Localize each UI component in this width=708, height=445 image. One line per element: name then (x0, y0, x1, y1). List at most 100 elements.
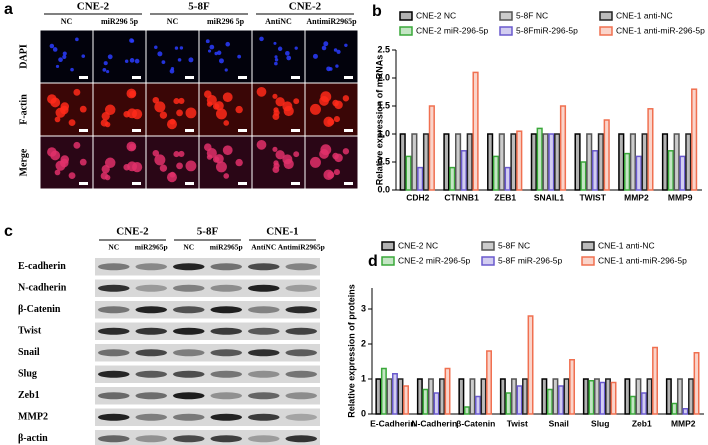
cell (256, 139, 267, 150)
bar (597, 133, 604, 191)
band (248, 435, 280, 443)
group-label: 5-8F (188, 1, 210, 13)
cell (222, 145, 233, 156)
bar (624, 152, 631, 191)
lane-label: AntimiR2965p (306, 17, 357, 26)
cell (274, 61, 278, 66)
blot-strip (95, 301, 320, 319)
cell (54, 169, 61, 176)
y-tick-label: 0.0 (377, 184, 390, 194)
bar (691, 88, 698, 191)
cell (285, 51, 290, 56)
band (173, 370, 205, 378)
bar (469, 378, 476, 415)
band (248, 413, 280, 421)
bar (505, 392, 512, 415)
x-tick-label: CTNNB1 (444, 192, 479, 202)
band (210, 370, 242, 378)
scale-bar (132, 182, 141, 185)
band (98, 435, 130, 443)
cell (309, 156, 321, 168)
y-tick-label: 2 (361, 338, 366, 348)
bar (536, 127, 543, 191)
cell (207, 49, 212, 53)
cell (123, 163, 130, 171)
cell (326, 66, 331, 72)
band (173, 263, 205, 271)
bar (527, 315, 534, 415)
bar (569, 359, 575, 415)
y-tick-label: 2.0 (377, 72, 390, 82)
cell (73, 141, 81, 149)
y-axis-label: Relative expression of mRNAs (374, 55, 384, 186)
band (248, 327, 280, 335)
cell (169, 118, 176, 125)
cell (218, 58, 224, 64)
cell (293, 151, 300, 158)
protein-label: MMP2 (18, 412, 48, 423)
band (285, 284, 317, 292)
cell (273, 160, 279, 166)
x-tick-label: E-Cadherin (370, 418, 415, 428)
cell (282, 101, 293, 112)
bar (635, 378, 642, 415)
lane-label: AntiNC (251, 243, 276, 252)
scale-bar (185, 129, 194, 132)
cell (342, 95, 350, 102)
band (173, 349, 205, 357)
band (173, 306, 205, 314)
bar (392, 373, 398, 415)
scale-bar (238, 129, 247, 132)
bar (679, 155, 686, 191)
x-tick-label: MMP9 (668, 192, 693, 202)
band (248, 306, 280, 314)
band (210, 284, 242, 292)
y-tick-label: 1.0 (377, 128, 390, 138)
cell (272, 166, 280, 173)
cell (58, 57, 63, 63)
panel-letter: d (368, 253, 378, 270)
group-label: 5-8F (197, 226, 219, 238)
lane-label: miR296 5p (101, 17, 139, 26)
lane-label: AntiNC (265, 17, 292, 26)
scale-bar (344, 76, 353, 79)
bar (422, 133, 430, 191)
band (135, 327, 167, 335)
band (135, 370, 167, 378)
cell (216, 50, 222, 55)
bar (588, 380, 595, 415)
cell (309, 103, 321, 115)
group-label: CNE-1 (266, 226, 298, 238)
cell (75, 37, 79, 42)
legend-label: CNE-1 anti-NC (616, 10, 673, 20)
cell (159, 111, 168, 119)
lane-label: NC (108, 243, 119, 252)
blot-strip (95, 279, 320, 297)
cell (159, 164, 168, 172)
bar (499, 378, 506, 415)
cell (256, 86, 267, 97)
cell (334, 153, 343, 163)
band (248, 349, 280, 357)
cell (223, 120, 230, 126)
bar (646, 378, 653, 415)
cell (235, 158, 243, 167)
bar (647, 108, 654, 191)
legend-swatch (581, 241, 595, 251)
bar (486, 350, 492, 415)
protein-label: E-cadherin (18, 261, 66, 272)
cell (323, 41, 329, 47)
legend-label: 5-8F miR-296-5p (498, 255, 563, 265)
cell (274, 58, 279, 62)
cell (152, 96, 160, 104)
bar (563, 378, 570, 415)
cell (169, 171, 176, 178)
cell (185, 160, 197, 172)
cell (222, 92, 233, 103)
band (98, 349, 130, 357)
cell (205, 39, 210, 44)
bar (673, 133, 680, 191)
legend-swatch (481, 256, 495, 266)
bar (399, 133, 406, 191)
